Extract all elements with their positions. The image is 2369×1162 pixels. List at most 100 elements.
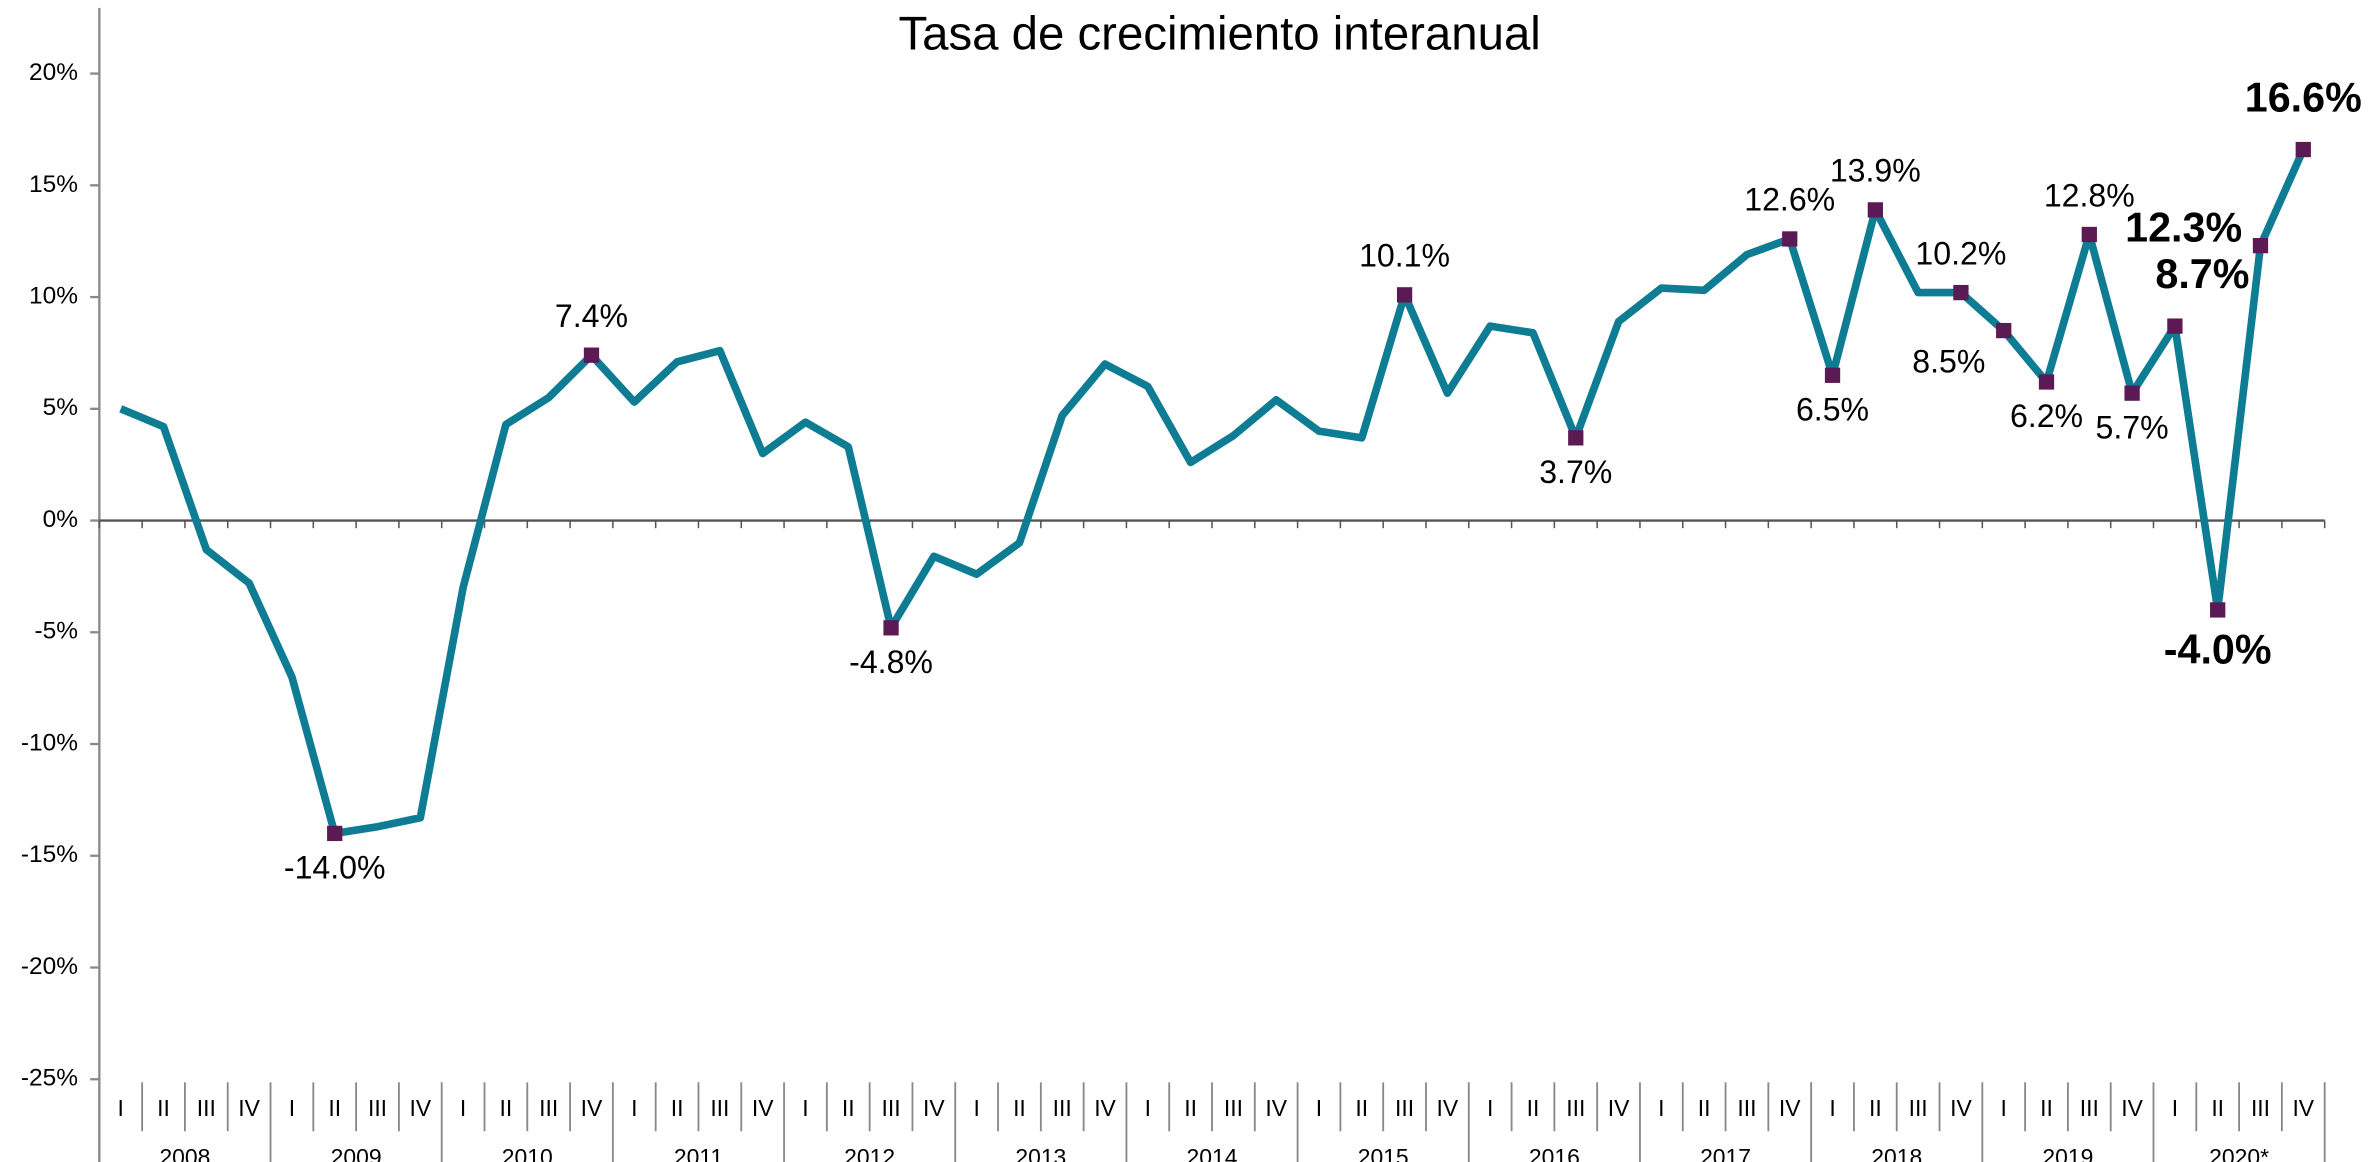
- x-tick-label: III: [197, 1095, 216, 1121]
- marker: [1396, 287, 1413, 303]
- marker: [1996, 322, 2012, 339]
- x-tick-label: II: [1355, 1095, 1368, 1121]
- data-label: -14.0%: [284, 850, 386, 886]
- x-tick-label: IV: [2292, 1095, 2314, 1121]
- x-tick-label: II: [842, 1095, 855, 1121]
- y-tick-label: -15%: [21, 841, 78, 868]
- x-tick-label: III: [1737, 1095, 1756, 1121]
- x-tick-label: IV: [1265, 1095, 1287, 1121]
- y-tick-label: 5%: [43, 394, 78, 421]
- x-tick-label: IV: [752, 1095, 774, 1121]
- year-label: 2020*: [2209, 1144, 2269, 1162]
- year-label: 2008: [159, 1144, 210, 1162]
- y-tick-label: 0%: [43, 506, 78, 533]
- year-label: 2011: [674, 1144, 723, 1162]
- x-tick-label: II: [2040, 1095, 2053, 1121]
- chart-title: Tasa de crecimiento interanual: [898, 7, 1540, 60]
- x-tick-label: II: [671, 1095, 684, 1121]
- x-tick-label: I: [118, 1095, 124, 1121]
- x-tick-label: II: [1698, 1095, 1711, 1121]
- marker: [2081, 226, 2097, 243]
- x-tick-label: I: [1145, 1095, 1151, 1121]
- x-tick-label: III: [710, 1095, 729, 1121]
- data-label: 12.6%: [1744, 182, 1835, 218]
- line: [119, 148, 2307, 838]
- data-label: 8.7%: [2155, 251, 2249, 297]
- data-label: 6.5%: [1796, 391, 1869, 427]
- x-tick-label: I: [460, 1095, 466, 1121]
- y-tick-label: 15%: [29, 171, 78, 198]
- year-label: 2012: [844, 1144, 895, 1162]
- marker: [1568, 430, 1584, 446]
- x-tick-label: I: [1658, 1095, 1664, 1121]
- data-label: -4.0%: [2164, 627, 2272, 673]
- year-label: 2019: [2042, 1144, 2093, 1162]
- x-tick-label: IV: [409, 1095, 431, 1121]
- marker: [2124, 385, 2140, 401]
- x-tick-label: I: [2001, 1095, 2007, 1121]
- data-label: 12.3%: [2125, 204, 2242, 250]
- marker: [1782, 231, 1798, 247]
- data-label: -4.8%: [849, 644, 933, 680]
- data-label: 16.6%: [2245, 75, 2362, 121]
- marker: [2167, 318, 2183, 334]
- x-tick-label: IV: [923, 1095, 945, 1121]
- marker: [583, 347, 600, 363]
- year-label: 2013: [1015, 1144, 1066, 1162]
- x-tick-label: IV: [581, 1095, 603, 1121]
- year-label: 2014: [1187, 1144, 1238, 1162]
- data-label: 6.2%: [2010, 398, 2083, 434]
- year-label: 2018: [1871, 1144, 1922, 1162]
- x-tick-label: III: [1224, 1095, 1243, 1121]
- data-label: 7.4%: [555, 298, 628, 334]
- marker: [1867, 202, 1883, 218]
- year-label: 2009: [331, 1144, 382, 1162]
- marker: [2252, 238, 2269, 254]
- x-tick-label: II: [1869, 1095, 1882, 1121]
- year-label: 2016: [1529, 1144, 1580, 1162]
- x-tick-label: IV: [1437, 1095, 1459, 1121]
- data-label: 5.7%: [2096, 409, 2169, 445]
- x-tick-label: I: [1316, 1095, 1322, 1121]
- y-tick-label: -5%: [34, 618, 77, 645]
- x-tick-label: III: [539, 1095, 558, 1121]
- x-tick-label: II: [1527, 1095, 1540, 1121]
- marker: [1953, 284, 1969, 301]
- y-tick-label: 10%: [29, 283, 78, 310]
- marker: [2295, 141, 2311, 158]
- year-label: 2015: [1358, 1144, 1409, 1162]
- x-tick-label: II: [157, 1095, 170, 1121]
- x-tick-label: I: [289, 1095, 295, 1121]
- x-tick-label: IV: [1950, 1095, 1972, 1121]
- marker: [1824, 367, 1841, 383]
- x-tick-label: I: [631, 1095, 637, 1121]
- y-tick-label: -25%: [21, 1065, 78, 1092]
- marker: [2210, 602, 2226, 618]
- x-tick-label: IV: [2121, 1095, 2143, 1121]
- x-tick-label: III: [1395, 1095, 1414, 1121]
- x-tick-label: IV: [238, 1095, 260, 1121]
- y-tick-label: -20%: [21, 953, 78, 980]
- x-tick-label: I: [802, 1095, 808, 1121]
- data-label: 8.5%: [1912, 344, 1985, 380]
- x-tick-label: IV: [1779, 1095, 1801, 1121]
- x-tick-label: II: [2211, 1095, 2224, 1121]
- x-tick-label: III: [2080, 1095, 2099, 1121]
- year-label: 2010: [502, 1144, 553, 1162]
- x-tick-label: II: [500, 1095, 513, 1121]
- marker: [2038, 374, 2055, 390]
- x-tick-label: II: [1184, 1095, 1197, 1121]
- marker: [883, 620, 899, 636]
- x-tick-label: III: [1566, 1095, 1585, 1121]
- y-tick-label: 20%: [29, 59, 78, 86]
- x-tick-label: I: [2172, 1095, 2178, 1121]
- x-tick-label: III: [1909, 1095, 1928, 1121]
- x-tick-label: III: [882, 1095, 901, 1121]
- y-tick-label: -10%: [21, 729, 78, 756]
- data-label: 13.9%: [1830, 153, 1921, 189]
- x-tick-label: II: [328, 1095, 341, 1121]
- data-label: 12.8%: [2044, 177, 2135, 213]
- x-tick-label: I: [973, 1095, 979, 1121]
- marker: [327, 825, 343, 842]
